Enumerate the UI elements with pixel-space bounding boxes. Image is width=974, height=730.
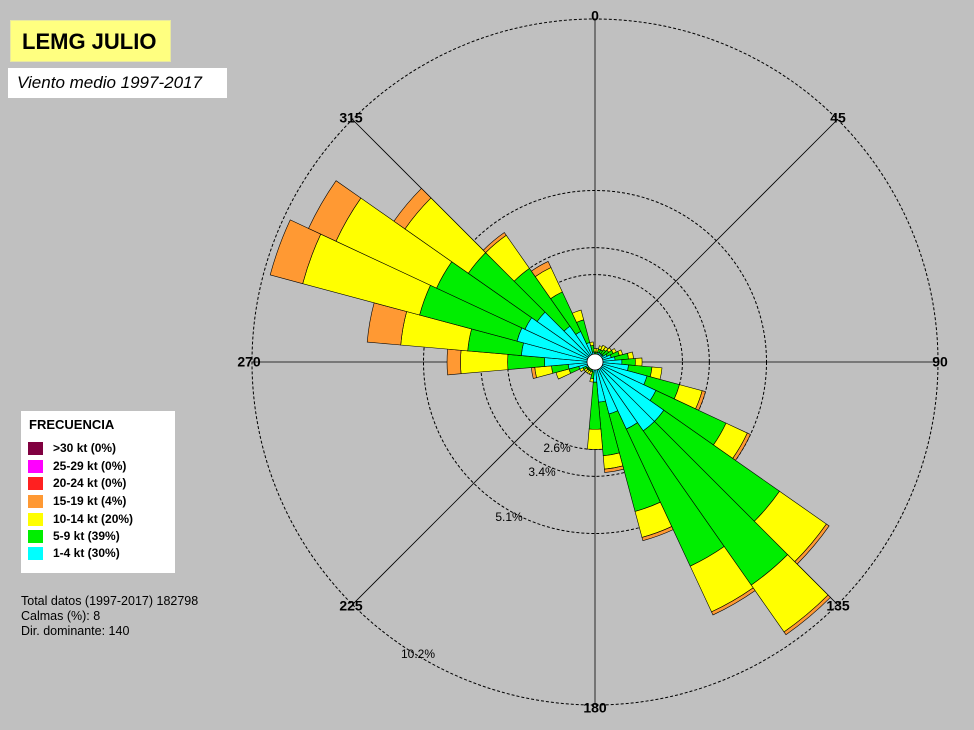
calm-center [586,353,604,371]
legend-label: 1-4 kt (30%) [53,546,120,560]
legend-label: 25-29 kt (0%) [53,459,127,473]
rose-sector [593,348,597,353]
rose-sector [308,180,362,242]
rose-sector [534,365,554,379]
legend-label: 15-19 kt (4%) [53,494,127,508]
legend-swatch [28,477,43,490]
legend-label: 20-24 kt (0%) [53,476,127,490]
rose-sector [393,187,432,230]
rose-sector [269,219,322,285]
info-total: Total datos (1997-2017) 182798 [21,594,199,608]
info-calmas: Calmas (%): 8 [21,609,101,623]
rose-sector [446,348,462,376]
legend-swatch [28,442,43,455]
direction-label: 225 [339,598,363,614]
chart-title: LEMG JULIO [10,20,172,62]
chart-subtitle: Viento medio 1997-2017 [8,68,227,98]
rose-sector [589,341,594,347]
legend-title: FRECUENCIA [29,417,115,432]
ring-label: 5.1% [495,510,523,524]
direction-label: 315 [339,110,363,126]
rose-sector [711,587,756,616]
legend: FRECUENCIA >30 kt (0%) 25-29 kt (0%) 20-… [21,411,175,573]
rose-sector [604,465,625,473]
rose-sector [530,261,552,278]
direction-label: 180 [583,700,607,716]
legend-label: 10-14 kt (20%) [53,512,134,526]
direction-label: 270 [237,354,261,370]
legend-swatch [28,495,43,508]
rose-sector [783,594,831,636]
legend-label: >30 kt (0%) [53,441,117,455]
legend-label: 5-9 kt (39%) [53,529,120,543]
direction-label: 0 [591,8,599,24]
direction-label: 135 [826,598,850,614]
rose-sector [571,309,585,323]
direction-label: 90 [932,354,948,370]
rose-sector [589,377,594,383]
direction-label: 45 [830,110,846,126]
legend-swatch [28,460,43,473]
ring-label: 10.2% [401,647,435,661]
rose-sector [641,526,674,542]
info-block: Total datos (1997-2017) 182798 Calmas (%… [21,594,198,639]
legend-swatch [28,547,43,560]
rose-sector [587,428,603,450]
rose-sector [627,351,634,360]
rose-sector [634,357,643,367]
ring-label: 3.4% [528,465,556,479]
legend-swatch [28,513,43,526]
ring-label: 2.6% [543,441,571,455]
info-dominante: Dir. dominante: 140 [21,624,130,638]
legend-swatch [28,530,43,543]
rose-sector [482,232,507,254]
